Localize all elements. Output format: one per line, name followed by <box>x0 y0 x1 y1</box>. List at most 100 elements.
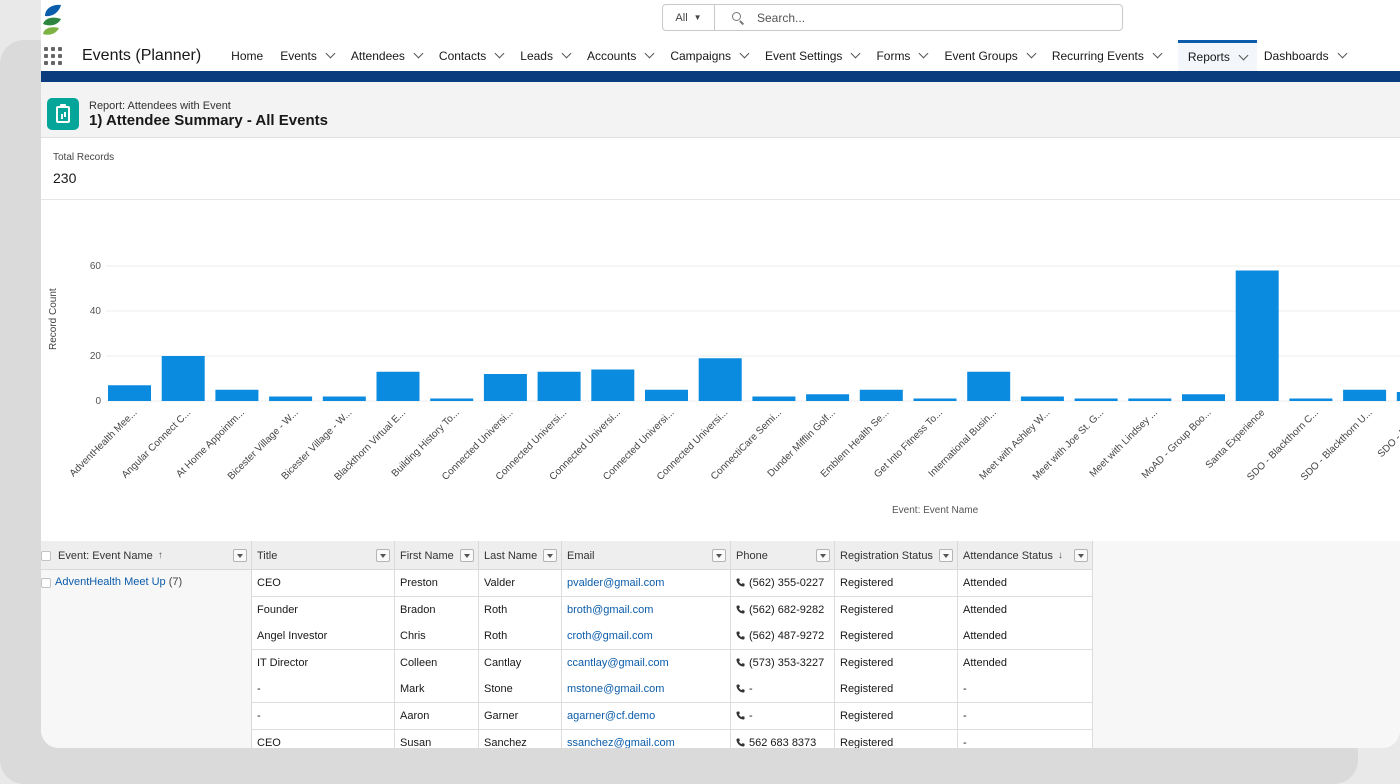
table-row: Founder Bradon Roth broth@gmail.com (562) 68… <box>252 596 1093 624</box>
chevron-down-icon[interactable] <box>1238 50 1249 60</box>
bar[interactable] <box>1020 396 1064 402</box>
chevron-down-icon[interactable] <box>325 48 336 59</box>
cell-email[interactable]: pvalder@gmail.com <box>562 570 731 596</box>
nav-item-events[interactable]: Events <box>280 40 344 71</box>
group-name-link[interactable]: AdventHealth Meet Up <box>55 576 166 588</box>
bar[interactable] <box>376 371 420 401</box>
nav-item-leads[interactable]: Leads <box>520 40 580 71</box>
global-header: All ▼ <box>41 0 1400 40</box>
search-input[interactable] <box>757 10 1077 25</box>
app-launcher-icon[interactable] <box>44 46 62 65</box>
chevron-down-icon[interactable] <box>561 48 572 59</box>
y-tick-label: 0 <box>95 396 101 407</box>
nav-item-accounts[interactable]: Accounts <box>587 40 663 71</box>
bar[interactable] <box>322 396 366 402</box>
nav-item-event-settings[interactable]: Event Settings <box>765 40 869 71</box>
bar[interactable] <box>1235 270 1279 402</box>
column-header-phone[interactable]: Phone <box>731 541 835 570</box>
column-menu-icon[interactable] <box>460 549 474 562</box>
cell-phone: (562) 682-9282 <box>731 596 835 623</box>
chevron-down-icon[interactable] <box>1152 48 1163 59</box>
chevron-down-icon[interactable] <box>1337 48 1348 59</box>
column-header-first-name[interactable]: First Name <box>395 541 479 570</box>
column-header-registration-status[interactable]: Registration Status <box>835 541 958 570</box>
select-all-checkbox[interactable] <box>41 550 51 561</box>
bar[interactable] <box>269 396 313 402</box>
search-scope-dropdown[interactable]: All ▼ <box>663 5 715 30</box>
chevron-down-icon[interactable] <box>850 48 861 59</box>
nav-item-forms[interactable]: Forms <box>876 40 937 71</box>
column-header-attendance-status[interactable]: Attendance Status ↓ <box>958 541 1093 570</box>
chevron-down-icon[interactable] <box>413 48 424 59</box>
report-type: Report: Attendees with Event <box>89 100 231 112</box>
nav-item-contacts[interactable]: Contacts <box>439 40 513 71</box>
group-checkbox[interactable] <box>41 578 51 588</box>
nav-item-label: Dashboards <box>1263 48 1329 63</box>
nav-item-label: Event Groups <box>944 48 1018 63</box>
cell-email[interactable]: ssanchez@gmail.com <box>562 729 731 748</box>
column-menu-icon[interactable] <box>376 549 390 562</box>
column-menu-icon[interactable] <box>712 549 726 562</box>
cell-first: Bradon <box>395 596 479 623</box>
column-menu-icon[interactable] <box>816 549 830 562</box>
bar[interactable] <box>645 389 688 401</box>
cell-email[interactable]: ccantlay@gmail.com <box>562 649 731 676</box>
bar[interactable] <box>1396 392 1400 401</box>
bar[interactable] <box>1128 398 1172 402</box>
column-menu-icon[interactable] <box>233 549 247 562</box>
cell-email[interactable]: broth@gmail.com <box>562 596 731 623</box>
caret-down-icon: ▼ <box>693 13 702 22</box>
bar[interactable] <box>1289 398 1333 402</box>
column-header-email[interactable]: Email <box>562 541 731 570</box>
column-header-title[interactable]: Title <box>252 541 395 570</box>
phone-icon <box>736 605 745 614</box>
nav-item-reports[interactable]: Reports <box>1177 40 1257 71</box>
bar[interactable] <box>752 396 796 402</box>
y-tick-label: 60 <box>90 261 102 272</box>
bar[interactable] <box>859 389 903 401</box>
table-row: - Mark Stone mstone@gmail.com - Registered - <box>252 676 1093 704</box>
y-tick-label: 40 <box>90 306 102 317</box>
cell-email[interactable]: mstone@gmail.com <box>562 676 731 703</box>
bar[interactable] <box>1182 394 1225 401</box>
sort-icon[interactable]: ↓ <box>1057 550 1063 561</box>
chevron-down-icon[interactable] <box>918 48 929 59</box>
column-header-last-name[interactable]: Last Name <box>479 541 562 570</box>
cell-email[interactable]: croth@gmail.com <box>562 623 731 650</box>
bar[interactable] <box>1074 398 1118 402</box>
nav-item-recurring-events[interactable]: Recurring Events <box>1052 40 1171 71</box>
nav-item-event-groups[interactable]: Event Groups <box>944 40 1044 71</box>
column-menu-icon[interactable] <box>939 549 953 562</box>
bar[interactable] <box>430 398 474 402</box>
cell-email[interactable]: agarner@cf.demo <box>562 703 731 729</box>
cell-reg: Registered <box>835 729 958 748</box>
nav-item-campaigns[interactable]: Campaigns <box>670 40 758 71</box>
bar[interactable] <box>108 385 151 401</box>
sort-icon[interactable]: ↑ <box>157 550 163 561</box>
global-search: All ▼ <box>662 4 1123 31</box>
bar[interactable] <box>1343 389 1387 401</box>
column-menu-icon[interactable] <box>1074 549 1088 562</box>
cell-first: Susan <box>395 729 479 748</box>
chevron-down-icon[interactable] <box>644 48 655 59</box>
cell-att: - <box>958 703 1093 729</box>
bar[interactable] <box>913 398 957 402</box>
bar[interactable] <box>161 356 205 401</box>
nav-item-home[interactable]: Home <box>231 40 273 71</box>
bar[interactable] <box>967 371 1011 401</box>
chevron-down-icon[interactable] <box>1026 48 1037 59</box>
nav-item-attendees[interactable]: Attendees <box>351 40 432 71</box>
bar[interactable] <box>215 389 259 401</box>
cell-phone: 562 683 8373 <box>731 729 835 748</box>
page-title: 1) Attendee Summary - All Events <box>89 112 328 129</box>
chevron-down-icon[interactable] <box>494 48 505 59</box>
chevron-down-icon[interactable] <box>739 48 750 59</box>
bar[interactable] <box>537 371 581 401</box>
column-menu-icon[interactable] <box>543 549 557 562</box>
bar[interactable] <box>806 394 850 401</box>
nav-item-dashboards[interactable]: Dashboards <box>1264 40 1356 71</box>
bar[interactable] <box>591 369 635 402</box>
column-header-event-event-name[interactable]: Event: Event Name ↑ <box>41 541 252 570</box>
bar[interactable] <box>698 358 742 401</box>
bar[interactable] <box>483 374 527 401</box>
